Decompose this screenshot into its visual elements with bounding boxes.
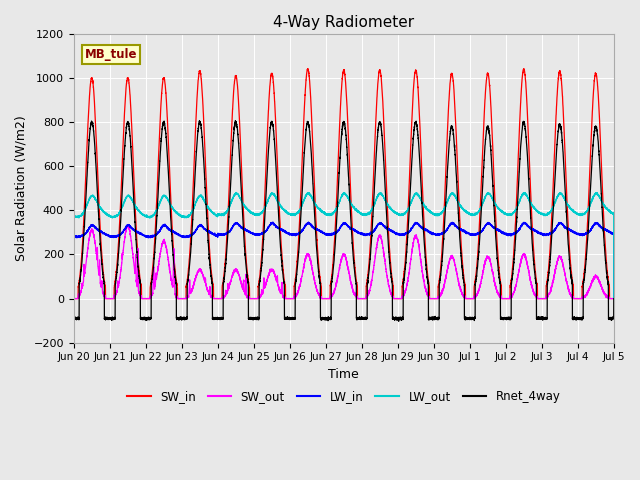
LW_in — [610, 296, 618, 301]
Legend: SW_in, SW_out, LW_in, LW_out, Rnet_4way: SW_in, SW_out, LW_in, LW_out, Rnet_4way — [122, 385, 565, 408]
LW_in — [326, 232, 333, 238]
Rnet_4way — [70, 316, 77, 322]
LW_in — [588, 227, 595, 233]
LW_out — [465, 211, 472, 216]
LW_in — [253, 232, 261, 238]
Rnet_4way — [465, 316, 472, 322]
Rnet_4way — [326, 316, 333, 322]
SW_out — [588, 281, 595, 287]
Line: SW_in: SW_in — [74, 69, 614, 299]
Rnet_4way — [232, 118, 239, 123]
LW_in — [580, 231, 588, 237]
LW_in — [70, 233, 77, 239]
SW_in — [253, 296, 261, 301]
SW_in — [588, 137, 595, 143]
Line: LW_in: LW_in — [74, 222, 614, 299]
SW_out — [124, 222, 132, 228]
Line: Rnet_4way: Rnet_4way — [74, 120, 614, 321]
SW_out — [580, 293, 588, 299]
SW_in — [580, 267, 588, 273]
Line: SW_out: SW_out — [74, 225, 614, 299]
LW_in — [465, 231, 472, 237]
LW_in — [305, 219, 312, 225]
SW_in — [465, 296, 472, 301]
Line: LW_out: LW_out — [74, 192, 614, 299]
Rnet_4way — [610, 296, 618, 301]
SW_out — [253, 296, 261, 301]
SW_out — [326, 296, 333, 301]
X-axis label: Time: Time — [328, 368, 359, 381]
SW_in — [70, 296, 77, 301]
Title: 4-Way Radiometer: 4-Way Radiometer — [273, 15, 414, 30]
SW_out — [610, 296, 618, 301]
SW_in — [610, 296, 618, 301]
Rnet_4way — [480, 162, 488, 168]
SW_in — [304, 66, 312, 72]
LW_in — [480, 226, 488, 231]
LW_out — [588, 200, 595, 205]
Text: MB_tule: MB_tule — [84, 48, 137, 61]
Rnet_4way — [253, 316, 261, 322]
SW_out — [465, 296, 472, 301]
SW_out — [70, 296, 77, 301]
Rnet_4way — [580, 273, 588, 279]
SW_in — [480, 121, 488, 127]
LW_out — [253, 212, 261, 217]
LW_out — [610, 296, 618, 301]
LW_out — [326, 211, 333, 217]
Rnet_4way — [395, 318, 403, 324]
Y-axis label: Solar Radiation (W/m2): Solar Radiation (W/m2) — [15, 116, 28, 261]
SW_in — [326, 296, 333, 301]
LW_out — [70, 213, 77, 219]
SW_out — [480, 264, 488, 270]
LW_out — [580, 211, 588, 216]
LW_out — [232, 190, 240, 195]
Rnet_4way — [588, 172, 595, 178]
LW_out — [480, 198, 488, 204]
